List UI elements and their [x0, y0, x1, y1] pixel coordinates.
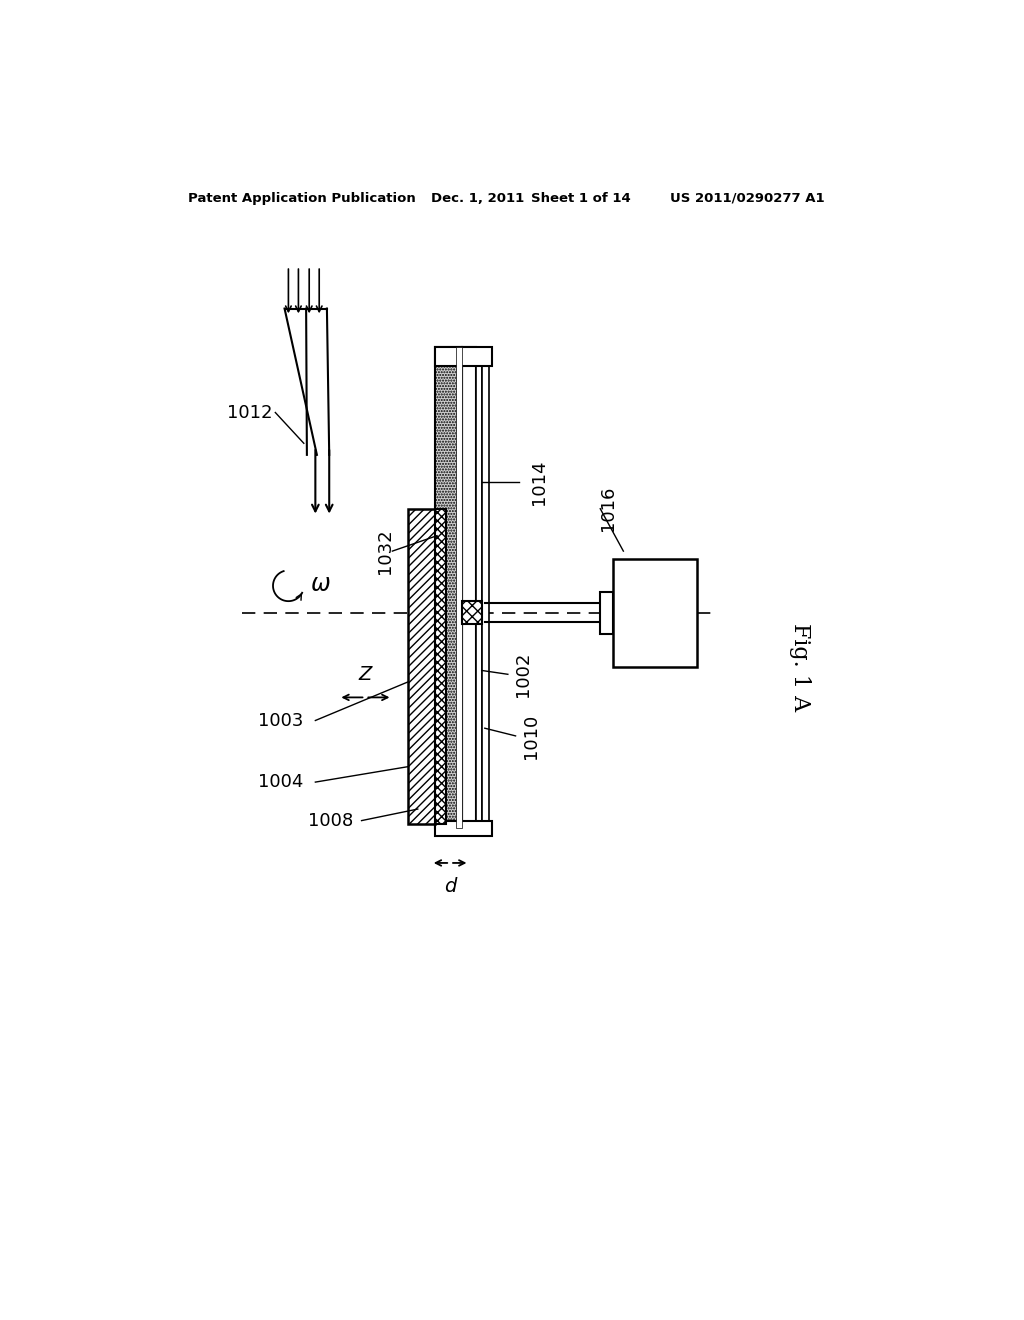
Text: 1016: 1016 — [599, 486, 616, 532]
Bar — [435, 508, 446, 825]
Text: Patent Application Publication: Patent Application Publication — [188, 191, 416, 205]
Text: Dec. 1, 2011: Dec. 1, 2011 — [431, 191, 524, 205]
Bar — [462, 347, 475, 829]
Text: 1003: 1003 — [258, 711, 303, 730]
Bar — [435, 347, 493, 367]
Bar — [408, 508, 435, 825]
Text: d: d — [444, 876, 457, 895]
Text: Sheet 1 of 14: Sheet 1 of 14 — [531, 191, 631, 205]
Text: 1012: 1012 — [227, 404, 272, 421]
Text: 1014: 1014 — [529, 459, 548, 504]
Text: 1004: 1004 — [258, 774, 303, 791]
Text: $\omega$: $\omega$ — [310, 572, 331, 597]
Text: 1032: 1032 — [376, 528, 393, 574]
Bar — [435, 821, 493, 836]
Bar — [612, 558, 697, 667]
Text: 1008: 1008 — [308, 812, 353, 829]
Bar — [435, 347, 462, 829]
Bar — [456, 347, 462, 829]
Bar — [475, 347, 481, 829]
Text: Fig. 1 A: Fig. 1 A — [790, 623, 811, 710]
Bar — [481, 347, 489, 829]
Bar — [600, 591, 612, 635]
Text: US 2011/0290277 A1: US 2011/0290277 A1 — [670, 191, 824, 205]
Text: 1010: 1010 — [522, 713, 540, 759]
Bar — [462, 601, 481, 624]
Text: 1002: 1002 — [514, 652, 532, 697]
Text: Z: Z — [358, 665, 372, 684]
